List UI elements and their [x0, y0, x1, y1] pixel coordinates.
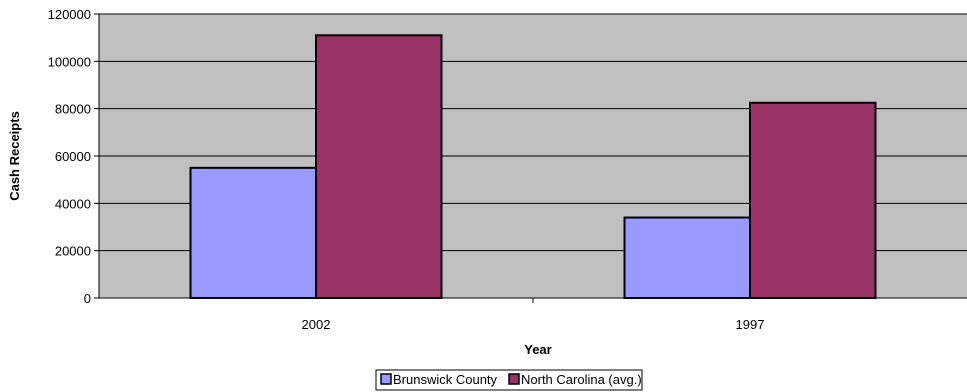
x-tick-label: 2002	[302, 317, 331, 332]
x-axis-ticks: 2002 1997	[302, 298, 765, 332]
legend-label-north-carolina: North Carolina (avg.)	[521, 372, 642, 387]
y-tick-label: 80000	[55, 102, 91, 117]
bar-north-carolina-avg-1997	[749, 101, 877, 299]
bar-brunswick-county-1997	[623, 216, 751, 300]
y-tick-label: 20000	[55, 244, 91, 259]
y-tick-label: 100000	[48, 54, 91, 69]
legend-label-brunswick-county: Brunswick County	[393, 372, 498, 387]
x-axis-title: Year	[524, 342, 551, 357]
bar-brunswick-county-2002	[189, 166, 317, 299]
legend-swatch-north-carolina	[508, 373, 520, 385]
y-tick-label: 40000	[55, 196, 91, 211]
y-tick-label: 60000	[55, 149, 91, 164]
y-tick-label: 0	[84, 291, 91, 306]
y-axis-ticks: 0 20000 40000 60000 80000 100000 120000	[48, 7, 99, 306]
bar-north-carolina-avg-2002	[315, 34, 443, 300]
x-tick-label: 1997	[736, 317, 765, 332]
legend-swatch-brunswick-county	[380, 373, 392, 385]
y-tick-label: 120000	[48, 7, 91, 22]
bars	[189, 34, 877, 300]
y-axis-title: Cash Receipts	[7, 111, 22, 201]
